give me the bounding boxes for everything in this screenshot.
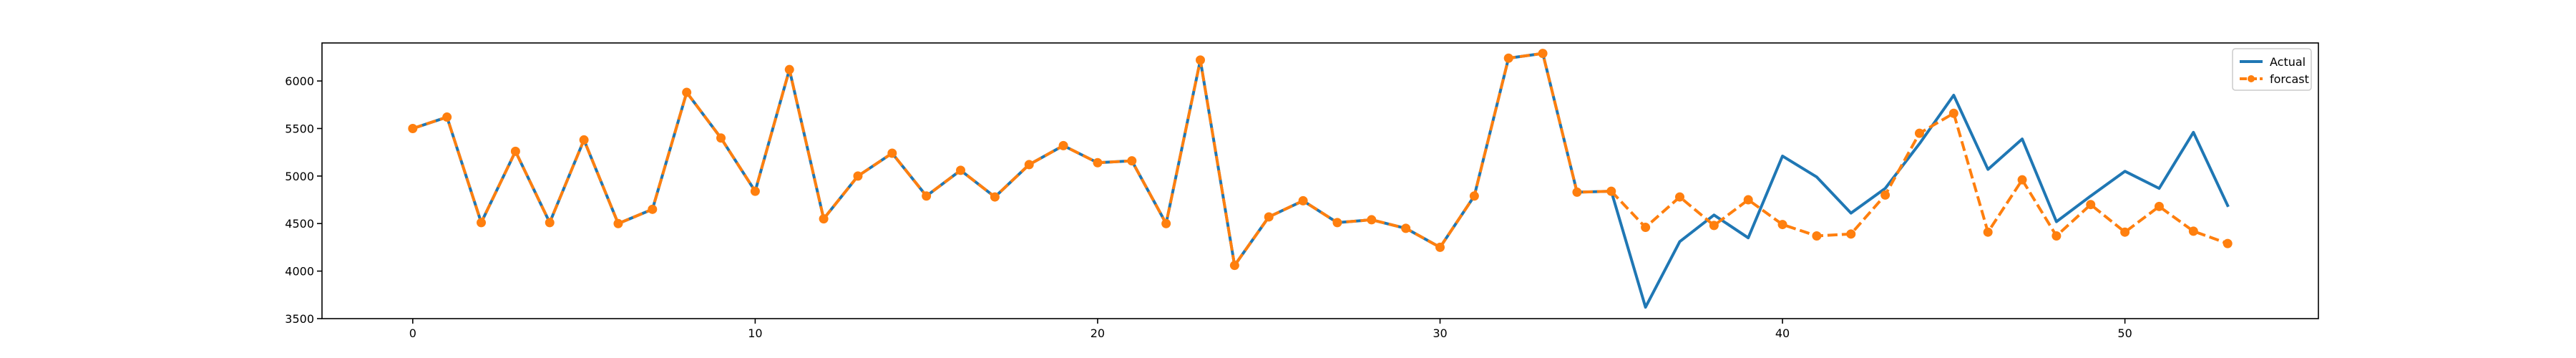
series-forcast-point	[1709, 221, 1719, 231]
y-tick-label: 4500	[285, 217, 314, 231]
series-forcast-point	[1948, 108, 1958, 118]
x-tick-label: 20	[1091, 326, 1105, 340]
series-forcast-point	[1983, 227, 1993, 237]
series-forcast-point	[1024, 160, 1034, 170]
series-forcast-point	[1743, 195, 1753, 205]
plot-area	[408, 49, 2233, 309]
series-forcast-point	[1367, 215, 1377, 225]
series-forcast-point	[1641, 223, 1651, 233]
axes: 0 10 20 30 40 50 3500 4000 4500 5000 5500 6000	[285, 42, 2319, 340]
series-forcast-point	[1401, 223, 1411, 233]
series-forcast-line	[412, 52, 2228, 267]
series-forcast-point	[1196, 55, 1205, 65]
series-forcast-point	[2120, 227, 2130, 237]
series-forcast-point	[784, 64, 794, 74]
series-forcast-point	[510, 146, 520, 156]
series-forcast-point	[1161, 218, 1171, 228]
series-forcast-point	[613, 218, 623, 228]
series-forcast-point	[2154, 201, 2164, 211]
series-forcast-point	[1538, 49, 1548, 59]
series-forcast-point	[1229, 261, 1239, 271]
x-tick-label: 10	[748, 326, 762, 340]
series-forcast-point	[2188, 226, 2198, 236]
series-forcast-point	[2051, 231, 2062, 241]
series-forcast-point	[1503, 53, 1513, 63]
x-tick-label: 40	[1775, 326, 1790, 340]
series-forcast-group	[408, 49, 2233, 271]
series-forcast-point	[2017, 175, 2027, 185]
y-tick-label: 6000	[285, 74, 314, 88]
series-forcast-point	[1812, 231, 1822, 241]
series-forcast-point	[545, 218, 555, 228]
series-forcast-point	[1777, 220, 1787, 230]
series-forcast-point	[750, 186, 760, 196]
y-tick-label: 5500	[285, 122, 314, 135]
series-forcast-point	[648, 204, 658, 214]
series-forcast-point	[716, 133, 726, 143]
axes-frame	[321, 42, 2319, 319]
legend-marker-forcast	[2248, 75, 2255, 82]
series-forcast-point	[990, 192, 1000, 202]
series-forcast-point	[1469, 191, 1479, 201]
x-tick-label: 0	[409, 326, 416, 340]
series-forcast-point	[579, 135, 589, 145]
series-forcast-point	[1332, 218, 1342, 228]
series-forcast-point	[2223, 238, 2233, 248]
series-forcast-point	[1914, 128, 1924, 138]
series-forcast-point	[819, 214, 829, 224]
y-tick-label: 5000	[285, 170, 314, 183]
series-forcast-point	[1264, 212, 1274, 222]
series-forcast-point	[922, 191, 932, 201]
series-forcast-point	[1846, 229, 1856, 239]
x-tick-label: 30	[1433, 326, 1447, 340]
legend-label-forcast: forcast	[2270, 72, 2309, 86]
y-tick-label: 4000	[285, 265, 314, 279]
series-forcast-point	[956, 165, 966, 175]
series-forcast-point	[1093, 158, 1103, 168]
series-forcast-point	[1058, 140, 1068, 150]
series-forcast-point	[2086, 200, 2096, 210]
legend: Actual forcast	[2232, 48, 2312, 91]
series-forcast-point	[1127, 156, 1137, 166]
series-forcast-point	[887, 148, 897, 158]
series-forcast-point	[408, 123, 418, 133]
y-tick-label: 3500	[285, 312, 314, 326]
series-forcast-point	[1572, 187, 1582, 197]
series-forcast-point	[477, 218, 487, 228]
series-forcast-point	[1880, 190, 1890, 200]
series-forcast-point	[1435, 242, 1445, 252]
series-forcast-point	[1674, 192, 1684, 202]
series-forcast-point	[853, 171, 863, 181]
legend-label-actual: Actual	[2270, 55, 2306, 69]
x-tick-label: 50	[2117, 326, 2132, 340]
series-forcast-point	[1298, 195, 1308, 205]
series-forcast-point	[682, 87, 692, 97]
series-forcast-point	[442, 112, 452, 122]
series-forcast-point	[1606, 186, 1616, 196]
